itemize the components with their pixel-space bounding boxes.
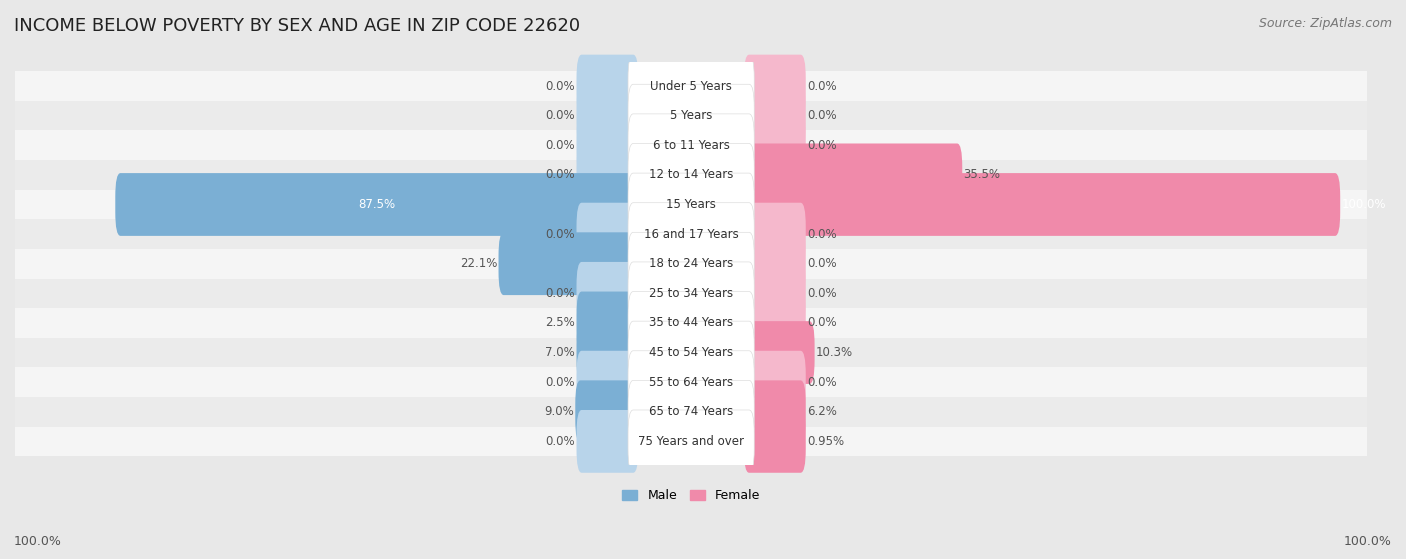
Text: 0.0%: 0.0% bbox=[807, 139, 837, 151]
FancyBboxPatch shape bbox=[576, 410, 638, 473]
Text: Source: ZipAtlas.com: Source: ZipAtlas.com bbox=[1258, 17, 1392, 30]
FancyBboxPatch shape bbox=[628, 114, 754, 177]
Text: 0.0%: 0.0% bbox=[807, 109, 837, 122]
Bar bbox=[15, 338, 1367, 367]
Bar bbox=[15, 397, 1367, 427]
Text: 0.0%: 0.0% bbox=[546, 435, 575, 448]
Text: 100.0%: 100.0% bbox=[1344, 535, 1392, 548]
Text: INCOME BELOW POVERTY BY SEX AND AGE IN ZIP CODE 22620: INCOME BELOW POVERTY BY SEX AND AGE IN Z… bbox=[14, 17, 581, 35]
Bar bbox=[15, 249, 1367, 278]
Bar bbox=[15, 308, 1367, 338]
Bar bbox=[15, 278, 1367, 308]
Text: 55 to 64 Years: 55 to 64 Years bbox=[650, 376, 733, 389]
Bar bbox=[15, 367, 1367, 397]
Text: 12 to 14 Years: 12 to 14 Years bbox=[650, 168, 734, 181]
FancyBboxPatch shape bbox=[628, 55, 754, 117]
FancyBboxPatch shape bbox=[628, 292, 754, 354]
FancyBboxPatch shape bbox=[628, 173, 754, 236]
FancyBboxPatch shape bbox=[575, 380, 638, 443]
FancyBboxPatch shape bbox=[744, 55, 806, 117]
Bar bbox=[15, 71, 1367, 101]
FancyBboxPatch shape bbox=[744, 233, 806, 295]
Text: 35 to 44 Years: 35 to 44 Years bbox=[650, 316, 733, 329]
Text: 0.0%: 0.0% bbox=[807, 79, 837, 93]
Bar bbox=[15, 101, 1367, 130]
FancyBboxPatch shape bbox=[576, 292, 638, 354]
Bar bbox=[15, 190, 1367, 219]
Text: 0.0%: 0.0% bbox=[546, 139, 575, 151]
FancyBboxPatch shape bbox=[628, 144, 754, 206]
FancyBboxPatch shape bbox=[576, 144, 638, 206]
FancyBboxPatch shape bbox=[744, 262, 806, 325]
Text: 0.0%: 0.0% bbox=[546, 287, 575, 300]
Text: 6 to 11 Years: 6 to 11 Years bbox=[652, 139, 730, 151]
FancyBboxPatch shape bbox=[744, 292, 806, 354]
FancyBboxPatch shape bbox=[744, 144, 962, 206]
FancyBboxPatch shape bbox=[628, 203, 754, 266]
FancyBboxPatch shape bbox=[628, 350, 754, 414]
Text: 9.0%: 9.0% bbox=[544, 405, 574, 418]
Text: 0.0%: 0.0% bbox=[807, 228, 837, 240]
FancyBboxPatch shape bbox=[744, 173, 1340, 236]
FancyBboxPatch shape bbox=[744, 410, 806, 473]
Text: 0.0%: 0.0% bbox=[807, 376, 837, 389]
FancyBboxPatch shape bbox=[744, 84, 806, 147]
Text: 22.1%: 22.1% bbox=[460, 257, 498, 270]
Text: 16 and 17 Years: 16 and 17 Years bbox=[644, 228, 738, 240]
Text: 10.3%: 10.3% bbox=[815, 346, 853, 359]
FancyBboxPatch shape bbox=[744, 350, 806, 414]
Text: 6.2%: 6.2% bbox=[807, 405, 837, 418]
Legend: Male, Female: Male, Female bbox=[617, 484, 765, 507]
FancyBboxPatch shape bbox=[628, 262, 754, 325]
FancyBboxPatch shape bbox=[628, 84, 754, 147]
FancyBboxPatch shape bbox=[744, 321, 814, 384]
Text: 25 to 34 Years: 25 to 34 Years bbox=[650, 287, 733, 300]
FancyBboxPatch shape bbox=[744, 380, 806, 443]
FancyBboxPatch shape bbox=[576, 114, 638, 177]
FancyBboxPatch shape bbox=[115, 173, 638, 236]
Text: 0.0%: 0.0% bbox=[807, 287, 837, 300]
Text: 0.0%: 0.0% bbox=[546, 376, 575, 389]
Text: 0.0%: 0.0% bbox=[546, 168, 575, 181]
Text: 7.0%: 7.0% bbox=[546, 346, 575, 359]
FancyBboxPatch shape bbox=[628, 380, 754, 443]
FancyBboxPatch shape bbox=[576, 84, 638, 147]
FancyBboxPatch shape bbox=[576, 321, 638, 384]
FancyBboxPatch shape bbox=[576, 262, 638, 325]
FancyBboxPatch shape bbox=[576, 55, 638, 117]
Text: 5 Years: 5 Years bbox=[669, 109, 713, 122]
Text: 0.95%: 0.95% bbox=[807, 435, 844, 448]
FancyBboxPatch shape bbox=[628, 321, 754, 384]
Bar bbox=[15, 219, 1367, 249]
Text: 18 to 24 Years: 18 to 24 Years bbox=[650, 257, 734, 270]
Text: 87.5%: 87.5% bbox=[359, 198, 395, 211]
Text: 100.0%: 100.0% bbox=[1341, 198, 1386, 211]
Text: 35.5%: 35.5% bbox=[963, 168, 1001, 181]
Bar bbox=[15, 160, 1367, 190]
FancyBboxPatch shape bbox=[744, 114, 806, 177]
FancyBboxPatch shape bbox=[744, 203, 806, 266]
Text: 0.0%: 0.0% bbox=[807, 316, 837, 329]
Text: 0.0%: 0.0% bbox=[546, 79, 575, 93]
Text: 15 Years: 15 Years bbox=[666, 198, 716, 211]
FancyBboxPatch shape bbox=[576, 350, 638, 414]
FancyBboxPatch shape bbox=[628, 233, 754, 295]
Bar bbox=[15, 427, 1367, 456]
Text: 0.0%: 0.0% bbox=[546, 228, 575, 240]
Text: 2.5%: 2.5% bbox=[546, 316, 575, 329]
Bar bbox=[15, 130, 1367, 160]
Text: 0.0%: 0.0% bbox=[807, 257, 837, 270]
Text: 65 to 74 Years: 65 to 74 Years bbox=[650, 405, 734, 418]
FancyBboxPatch shape bbox=[628, 410, 754, 473]
Text: 0.0%: 0.0% bbox=[546, 109, 575, 122]
Text: 100.0%: 100.0% bbox=[14, 535, 62, 548]
FancyBboxPatch shape bbox=[576, 203, 638, 266]
Text: 45 to 54 Years: 45 to 54 Years bbox=[650, 346, 733, 359]
Text: Under 5 Years: Under 5 Years bbox=[650, 79, 733, 93]
Text: 75 Years and over: 75 Years and over bbox=[638, 435, 744, 448]
FancyBboxPatch shape bbox=[499, 233, 638, 295]
